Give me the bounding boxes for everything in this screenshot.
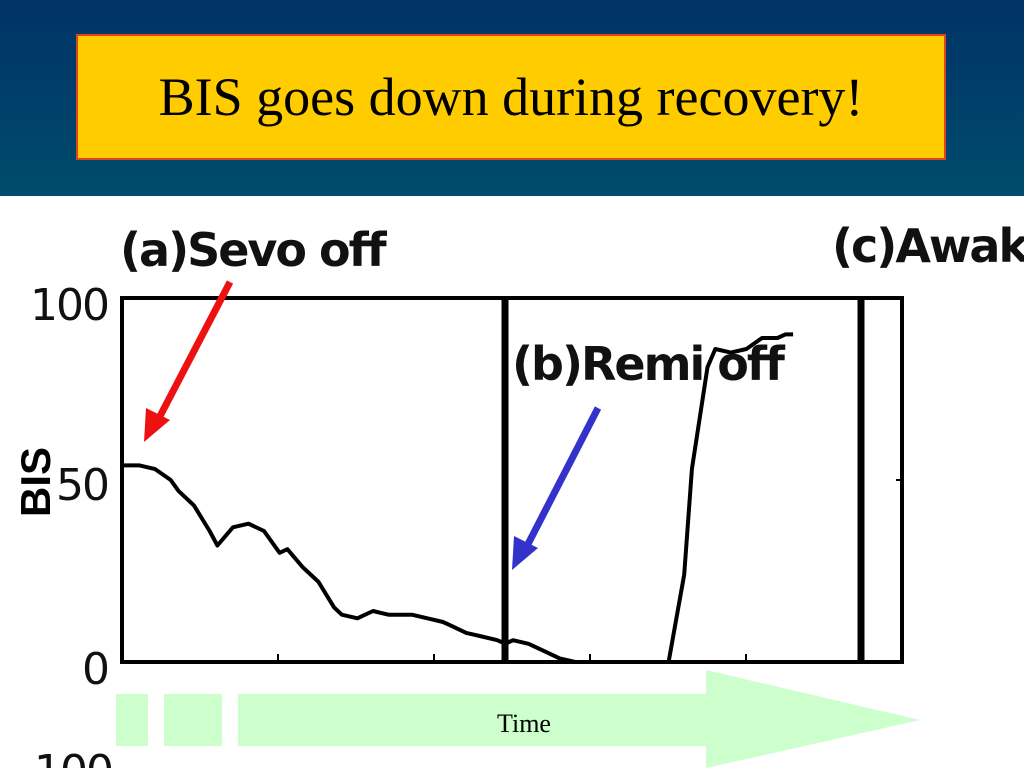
annotation-awake: (c)Awake: [832, 219, 1024, 273]
bis-chart: Time 100 50 0 100 BIS (a)Sevo off (b)Rem…: [12, 219, 1024, 768]
y-tick-label-0: 0: [82, 644, 108, 695]
blue-arrow-head: [512, 536, 538, 570]
red-arrow: [144, 280, 234, 442]
annotation-sevo-off: (a)Sevo off: [120, 223, 388, 277]
blue-arrow: [512, 406, 602, 570]
y-axis-label: BIS: [12, 447, 59, 517]
figure-panel: Time 100 50 0 100 BIS (a)Sevo off (b)Rem…: [0, 196, 1024, 768]
blue-arrow-shaft: [522, 406, 602, 550]
cropped-next-panel-label: 100: [34, 746, 112, 768]
slide-title-box: BIS goes down during recovery!: [76, 34, 946, 160]
bis-series-line: [124, 332, 794, 664]
y-tick-label-100: 100: [30, 280, 108, 331]
red-arrow-shaft: [154, 280, 234, 422]
time-axis-arrow: Time: [116, 670, 920, 768]
time-arrow-body: [238, 670, 920, 768]
time-dash-1: [116, 694, 148, 746]
y-tick-label-50: 50: [56, 460, 108, 511]
slide-title: BIS goes down during recovery!: [158, 67, 864, 127]
time-dash-2: [164, 694, 222, 746]
time-label: Time: [497, 709, 551, 738]
red-arrow-head: [144, 408, 170, 442]
annotation-remi-off: (b)Remi off: [512, 337, 786, 391]
